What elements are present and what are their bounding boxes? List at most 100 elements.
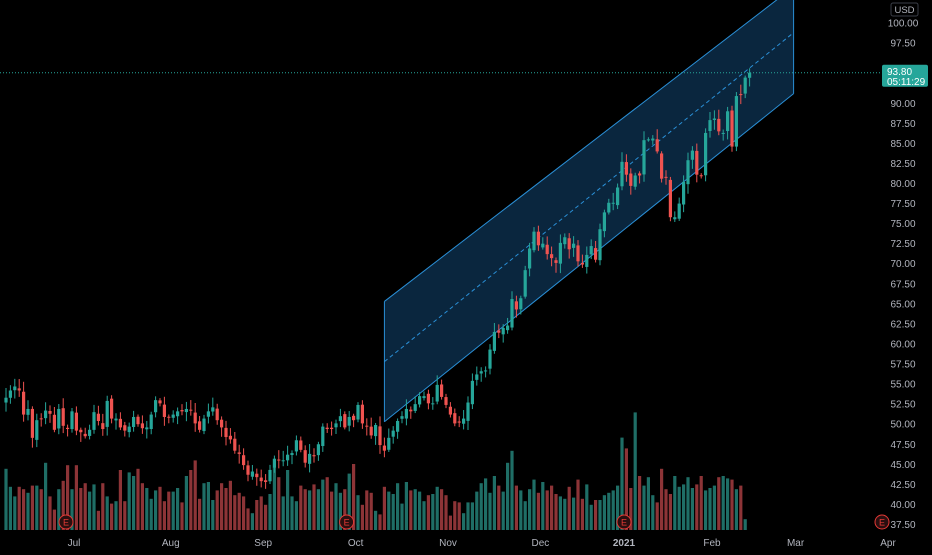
volume-bar [255, 500, 259, 530]
volume-bar [334, 483, 338, 530]
candle-body [347, 416, 351, 426]
volume-bar [83, 483, 87, 530]
candle [334, 419, 338, 434]
x-tick-label: Mar [787, 538, 805, 549]
candle [202, 414, 206, 435]
candle-body [290, 453, 294, 455]
volume-bar [682, 484, 686, 530]
volume-bar [541, 482, 545, 530]
volume-bar [651, 495, 655, 530]
candle [699, 173, 703, 179]
candle [426, 389, 430, 410]
x-tick-label: Oct [348, 538, 364, 549]
candle-body [8, 390, 12, 398]
candle-body [488, 349, 492, 369]
candle-body [607, 202, 611, 213]
volume-bar [149, 498, 153, 530]
last-price-badge [882, 64, 928, 87]
volume-bar [602, 495, 606, 530]
candle-body [598, 229, 602, 261]
candle [88, 424, 92, 440]
candle-body [466, 402, 470, 421]
volume-bar [396, 483, 400, 530]
candle-body [343, 414, 347, 428]
volume-bar [145, 488, 149, 530]
volume-bar [655, 502, 659, 530]
volume-bar [250, 513, 254, 530]
currency-box [890, 2, 919, 17]
y-tick-label: 45.00 [890, 460, 915, 471]
candle [325, 423, 329, 433]
candle-body [13, 386, 17, 391]
candle-body [66, 427, 70, 430]
candle-body [145, 427, 149, 430]
candle-body [48, 410, 52, 414]
candle-body [369, 426, 373, 436]
candle-body [554, 260, 558, 263]
volume-bar [699, 476, 703, 530]
volume-bar [435, 486, 439, 530]
candle [211, 397, 215, 416]
candle [558, 234, 562, 274]
candle [396, 418, 400, 439]
candle-body [294, 440, 298, 452]
last-price-value: 93.80 [887, 67, 912, 78]
candle-body [202, 418, 206, 432]
candle-body [224, 427, 228, 438]
candle [686, 152, 690, 194]
candle-body [629, 173, 633, 186]
candle-body [184, 408, 188, 413]
candle [250, 464, 254, 480]
candle-body [277, 459, 281, 461]
channel-fill [384, 0, 794, 422]
volume-layer [4, 412, 747, 530]
candle-body [712, 118, 716, 120]
candle [259, 469, 263, 488]
candle [448, 402, 452, 418]
volume-bar [536, 492, 540, 530]
x-tick-label: Apr [880, 538, 896, 549]
candle-body [105, 400, 109, 427]
candle-body [308, 453, 312, 464]
candle [730, 105, 734, 152]
y-tick-label: 62.50 [890, 319, 915, 330]
volume-bar [646, 477, 650, 530]
volume-bar [39, 489, 43, 530]
candle [343, 411, 347, 430]
volume-bar [61, 480, 65, 530]
volume-bar [501, 491, 505, 530]
candle [422, 391, 426, 401]
candle-body [532, 231, 536, 251]
candle [616, 183, 620, 210]
volume-bar [510, 450, 514, 530]
candle [690, 146, 694, 169]
candle-body [576, 245, 580, 262]
candle [154, 396, 158, 418]
candle [611, 192, 615, 211]
volume-bar [52, 509, 56, 530]
candle [642, 131, 646, 182]
price-axis[interactable]: USD 100.00 97.50 90.00 87.50 85.00 82.50 80.00 7… [888, 2, 919, 531]
volume-bar [642, 485, 646, 530]
candle [589, 239, 593, 260]
candle-body [404, 408, 408, 419]
candle [695, 143, 699, 183]
earnings-circle [874, 514, 890, 530]
y-tick-label: 75.00 [890, 219, 915, 230]
volume-bar [330, 491, 334, 530]
volume-bar [176, 488, 180, 530]
candle-body [123, 425, 127, 431]
candle [330, 421, 334, 436]
candle [523, 265, 527, 299]
candle [44, 402, 48, 425]
volume-bar [567, 486, 571, 530]
candle-body [158, 400, 162, 404]
volume-bar [532, 479, 536, 530]
volume-bar [35, 485, 39, 530]
candle [567, 233, 571, 259]
candle-body [352, 415, 356, 421]
time-axis[interactable]: Jul Aug Sep Oct Nov Dec 2021 Feb Mar Apr [68, 538, 897, 549]
parallel-channel[interactable] [383, 0, 795, 423]
